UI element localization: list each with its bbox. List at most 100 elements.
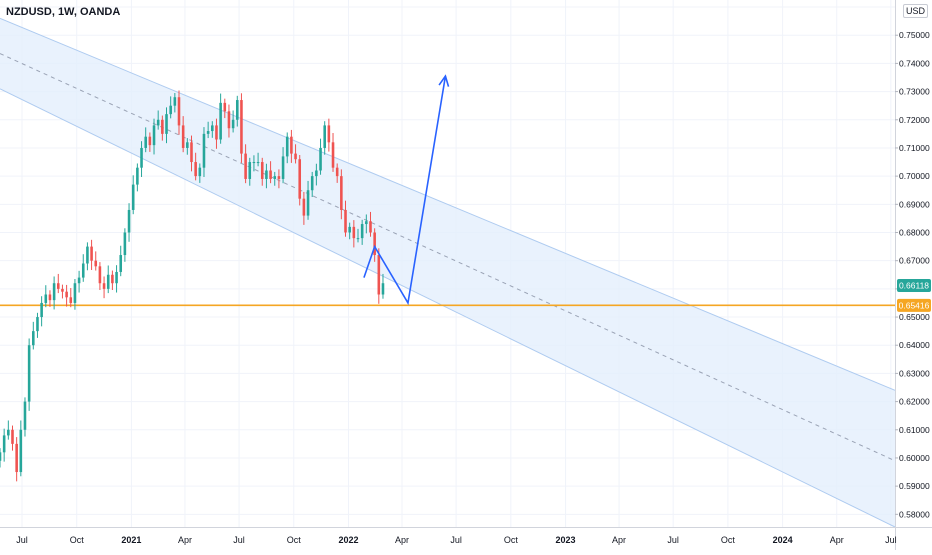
candle: [111, 270, 114, 290]
candle-body: [269, 170, 272, 179]
candle: [165, 107, 168, 144]
candle-body: [56, 283, 60, 289]
candle: [198, 163, 202, 183]
arrow-head[interactable]: [438, 74, 450, 87]
candle: [265, 163, 268, 189]
candle: [65, 284, 68, 307]
candle-body: [281, 156, 285, 179]
candle-body: [219, 102, 222, 140]
candle-body: [131, 184, 135, 210]
time-tick-label: Oct: [504, 535, 519, 545]
candle-body: [223, 102, 227, 112]
candle-body: [273, 176, 277, 179]
candle-body: [381, 283, 385, 295]
candle-body: [294, 153, 297, 160]
candle-body: [302, 198, 306, 216]
candle-body: [215, 125, 218, 140]
price-tick-label: 0.61000: [899, 425, 930, 435]
candle-body: [211, 125, 214, 132]
candle-body: [90, 246, 93, 261]
candle-body: [2, 435, 6, 453]
time-tick-label: Jul: [450, 535, 462, 545]
candle: [36, 312, 39, 338]
price-tick-label: 0.67000: [899, 256, 930, 266]
candle: [136, 163, 139, 192]
candle-body: [186, 142, 189, 148]
candle-body: [260, 162, 264, 179]
candle: [40, 296, 43, 327]
candle: [335, 163, 339, 183]
candle: [281, 147, 285, 184]
candle-body: [356, 238, 360, 240]
time-tick-label: Jul: [233, 535, 245, 545]
descending-channel[interactable]: [0, 17, 896, 528]
channel-upper-line[interactable]: [0, 17, 896, 391]
candle-body: [73, 283, 77, 303]
candle-body: [36, 317, 39, 332]
projection-path[interactable]: [363, 75, 447, 306]
candle-body: [65, 291, 68, 298]
candle: [231, 110, 235, 133]
candle: [348, 222, 351, 240]
candle: [69, 288, 73, 308]
candle-body: [123, 232, 127, 256]
candle-body: [235, 100, 239, 120]
candle-body: [298, 159, 302, 199]
candle: [15, 437, 18, 482]
candle-body: [61, 288, 64, 292]
channel-lower-line[interactable]: [0, 88, 896, 528]
candle-body: [323, 125, 326, 148]
candle-body: [148, 136, 152, 146]
candle-body: [115, 271, 118, 284]
candle-body: [165, 114, 168, 134]
price-tick-label: 0.70000: [899, 171, 930, 181]
candle: [0, 448, 2, 468]
candle-body: [81, 263, 85, 278]
candle: [256, 152, 260, 167]
candle: [115, 265, 118, 293]
candle-body: [240, 100, 243, 154]
candle-body: [344, 209, 347, 233]
projection-arrow[interactable]: [363, 74, 450, 306]
price-tick-label: 0.59000: [899, 481, 930, 491]
candle: [131, 175, 135, 215]
candle-body: [106, 274, 110, 289]
candle: [48, 290, 52, 307]
candle-body: [248, 162, 252, 179]
candle: [2, 428, 6, 462]
time-tick-label: Oct: [287, 535, 302, 545]
candle: [319, 138, 322, 175]
candle: [52, 276, 56, 310]
candle-body: [161, 119, 164, 134]
candle: [365, 214, 368, 234]
channel-fill[interactable]: [0, 18, 895, 528]
support-price-badge-bg: [897, 298, 931, 312]
candle: [152, 118, 156, 155]
candle-body: [206, 131, 210, 134]
time-tick-label: Jul: [885, 535, 897, 545]
candle: [223, 98, 227, 119]
candle: [273, 171, 277, 186]
candle: [344, 200, 347, 237]
candle: [56, 273, 60, 294]
last-price-badge-label: 0.66118: [899, 281, 929, 291]
time-tick-label: Oct: [721, 535, 736, 545]
candle-body: [377, 255, 381, 295]
candle-body: [373, 232, 376, 256]
candle: [177, 90, 181, 135]
candle: [369, 211, 372, 237]
candle-body: [140, 147, 143, 168]
candle: [244, 144, 247, 184]
candle-body: [265, 170, 268, 179]
candle: [206, 121, 210, 139]
candle-body: [340, 176, 343, 210]
time-tick-label: Apr: [395, 535, 409, 545]
channel-midline[interactable]: [0, 53, 896, 462]
price-tick-label: 0.73000: [899, 87, 930, 97]
currency-button[interactable]: USD: [903, 4, 929, 18]
time-tick-label: Apr: [830, 535, 844, 545]
candle: [173, 93, 177, 113]
